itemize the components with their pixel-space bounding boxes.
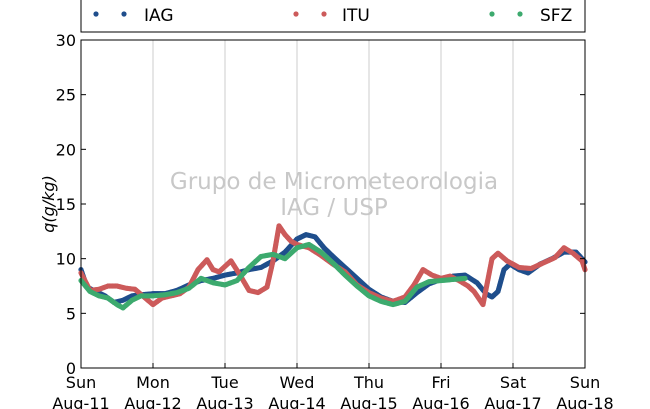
series-sfz bbox=[78, 241, 468, 311]
y-axis: 0 5 10 15 20 25 30 bbox=[56, 31, 585, 378]
x-tick-date: Aug-15 bbox=[340, 394, 397, 409]
y-tick-label: 20 bbox=[56, 140, 76, 159]
x-tick-label: Sun bbox=[570, 373, 600, 392]
watermark-line1: Grupo de Micrometeorologia bbox=[170, 169, 498, 195]
legend-label: SFZ bbox=[540, 6, 572, 26]
x-tick-date: Aug-16 bbox=[412, 394, 469, 409]
x-tick-label: Sat bbox=[500, 373, 526, 392]
x-tick-label: Fri bbox=[431, 373, 450, 392]
plot-background bbox=[81, 40, 585, 368]
series-layer bbox=[78, 223, 588, 311]
legend-label: ITU bbox=[342, 6, 370, 26]
y-tick-label: 25 bbox=[56, 86, 76, 105]
y-tick-label: 10 bbox=[56, 250, 76, 269]
x-tick-label: Tue bbox=[210, 373, 238, 392]
y-tick-label: 15 bbox=[56, 195, 76, 214]
legend-marker bbox=[121, 11, 127, 17]
legend-marker bbox=[293, 11, 299, 17]
x-tick-date: Aug-11 bbox=[52, 394, 109, 409]
x-tick-date: Aug-13 bbox=[196, 394, 253, 409]
legend-box bbox=[80, 0, 586, 33]
x-tick-label: Mon bbox=[136, 373, 170, 392]
x-tick-date: Aug-14 bbox=[268, 394, 325, 409]
y-tick-label: 0 bbox=[66, 359, 76, 378]
x-axis: Sun Aug-11 Mon Aug-12 Tue Aug-13 Wed Aug-14 Thu A… bbox=[52, 363, 614, 409]
x-tick-date: Aug-12 bbox=[124, 394, 181, 409]
x-tick-date: Aug-18 bbox=[556, 394, 613, 409]
legend-marker bbox=[93, 11, 99, 17]
x-tick-date: Aug-17 bbox=[484, 394, 541, 409]
x-tick-label: Wed bbox=[280, 373, 315, 392]
x-tick-label: Sun bbox=[66, 373, 96, 392]
x-tick-label: Thu bbox=[353, 373, 384, 392]
legend-label: IAG bbox=[144, 6, 174, 26]
y-axis-label: q(g/kg) bbox=[39, 175, 58, 233]
data-point bbox=[462, 275, 468, 281]
legend: IAG ITU SFZ bbox=[80, 0, 586, 33]
watermark: Grupo de Micrometeorologia IAG / USP bbox=[170, 169, 498, 221]
legend-marker bbox=[489, 11, 495, 17]
legend-entry-iag: IAG bbox=[93, 6, 174, 26]
watermark-line2: IAG / USP bbox=[280, 195, 388, 221]
legend-entry-sfz: SFZ bbox=[489, 6, 572, 26]
y-tick-label: 5 bbox=[66, 304, 76, 323]
y-tick-label: 30 bbox=[56, 31, 76, 50]
legend-marker bbox=[321, 11, 327, 17]
grid-lines bbox=[152, 40, 514, 368]
legend-entry-itu: ITU bbox=[293, 6, 370, 26]
legend-marker bbox=[517, 11, 523, 17]
